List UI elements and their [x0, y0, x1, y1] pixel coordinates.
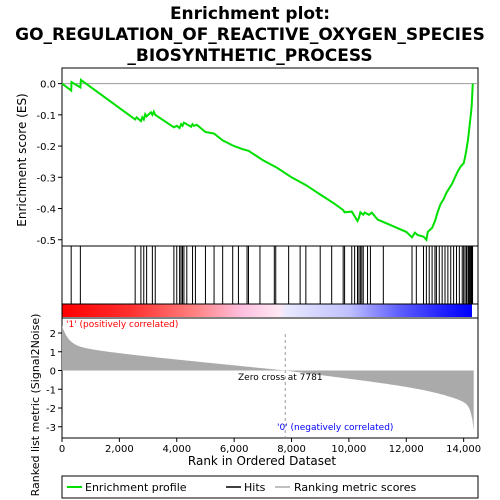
chart-title-line-2: GO_REGULATION_OF_REACTIVE_OXYGEN_SPECIES	[15, 25, 485, 45]
x-tick-label: 6,000	[220, 444, 249, 455]
es-y-tick-label: -0.5	[36, 236, 56, 247]
enrichment-profile-line	[61, 78, 474, 242]
metric-panel	[61, 317, 479, 439]
metric-y-tick-label: -3	[46, 423, 56, 434]
positive-correlation-label: '1' (positively correlated)	[66, 320, 178, 330]
x-axis: 0 2,000 4,000 6,000 8,000 10,000 12,000 14,000	[59, 438, 481, 455]
metric-y-tick-label: 0	[50, 367, 56, 378]
metric-y-axis-label: Ranked list metric (Signal2Noise)	[29, 314, 42, 497]
x-axis-label: Rank in Ordered Dataset	[188, 454, 336, 468]
hits-panel	[61, 245, 479, 305]
es-y-axis-label: Enrichment score (ES)	[15, 93, 29, 226]
metric-y-tick-label: -2	[46, 404, 56, 415]
legend-profile-label: Enrichment profile	[85, 481, 187, 494]
x-tick-label: 4,000	[162, 444, 191, 455]
es-y-tick-label: -0.3	[36, 173, 56, 184]
negative-correlation-label: '0' (negatively correlated)	[277, 423, 393, 433]
x-tick-label: 8,000	[277, 444, 306, 455]
es-y-tick-label: -0.1	[36, 111, 56, 122]
metric-y-axis: 2 1 0 -1 -2 -3	[46, 329, 62, 434]
hits-group	[70, 246, 474, 304]
es-y-tick-label: -0.2	[36, 142, 56, 153]
metric-y-tick-label: 1	[50, 348, 56, 359]
metric-y-tick-label: -1	[46, 385, 56, 396]
ranking-metric-area	[62, 325, 474, 431]
legend-hits-label: Hits	[244, 481, 266, 494]
es-y-tick-label: -0.4	[36, 205, 56, 216]
legend-box	[61, 475, 479, 499]
zero-cross-label: Zero cross at 7781	[238, 373, 323, 383]
x-tick-label: 12,000	[389, 444, 424, 455]
es-y-tick-label: 0.0	[40, 80, 56, 91]
rank-color-bar	[62, 304, 472, 317]
es-panel	[61, 67, 479, 247]
chart-title-line-3: _BIOSYNTHETIC_PROCESS	[127, 46, 372, 66]
x-tick-label: 2,000	[105, 444, 134, 455]
legend-metric-label: Ranking metric scores	[294, 481, 416, 494]
x-tick-label: 14,000	[446, 444, 481, 455]
x-tick-label: 10,000	[331, 444, 366, 455]
metric-y-tick-label: 2	[50, 329, 56, 340]
x-tick-label: 0	[59, 444, 65, 455]
es-y-axis: 0.0 -0.1 -0.2 -0.3 -0.4 -0.5	[36, 80, 62, 247]
chart-title-line-1: Enrichment plot:	[170, 4, 330, 24]
